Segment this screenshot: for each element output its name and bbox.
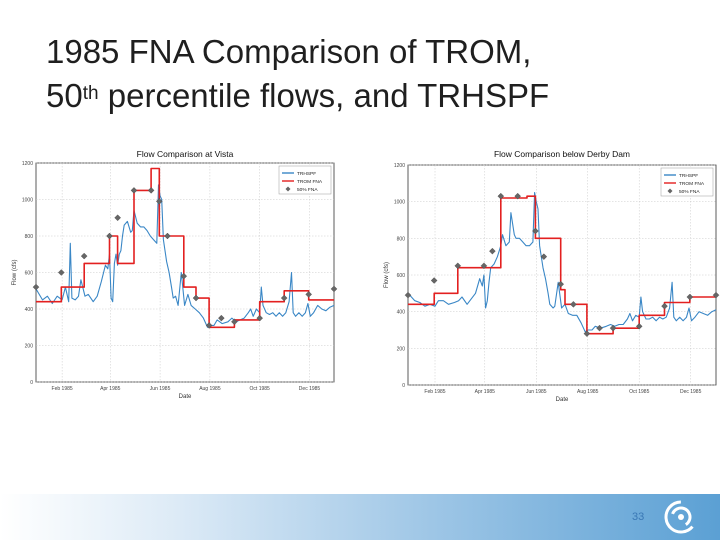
fna-marker <box>454 262 462 270</box>
vista-flow-chart: Flow Comparison at Vista 0 200 400 600 800 100… <box>12 149 338 400</box>
x-tick-label: Feb 1985 <box>424 389 445 395</box>
fna-marker <box>114 214 121 222</box>
y-tick-label: 400 <box>397 310 406 316</box>
fna-marker <box>330 285 338 293</box>
y-tick-label: 600 <box>25 271 34 277</box>
x-tick-label: Apr 1985 <box>100 386 121 392</box>
fna-marker <box>480 262 488 270</box>
slide-number: 33 <box>632 511 645 523</box>
footer-band <box>0 494 720 540</box>
x-tick-label: Dec 1985 <box>299 386 321 392</box>
fna-marker <box>514 192 521 200</box>
trhspf-line <box>35 184 335 328</box>
y-tick-label: 400 <box>25 307 34 313</box>
fna-marker <box>80 252 88 260</box>
legend-label: 50% FNA <box>679 189 700 195</box>
y-tick-label: 200 <box>25 344 34 350</box>
fna-marker <box>404 291 412 299</box>
fna-marker <box>661 302 668 310</box>
derby-flow-chart: Flow Comparison below Derby Dam 0 200 400 60… <box>384 149 720 403</box>
fna-marker <box>231 318 238 326</box>
fna-marker <box>686 293 694 301</box>
fna-marker <box>583 330 591 337</box>
fna-marker <box>489 247 496 255</box>
y-tick-label: 800 <box>25 234 34 240</box>
y-tick-label: 800 <box>397 236 406 242</box>
y-axis-label: Flow (cfs) <box>12 260 18 286</box>
title-line-2-sup: th <box>82 83 99 104</box>
fna-marker <box>540 253 548 260</box>
trom-fna-line <box>36 167 334 329</box>
x-tick-label: Aug 1985 <box>199 386 221 392</box>
y-axis-label: Flow (cfs) <box>384 262 390 288</box>
fna-marker <box>155 198 163 205</box>
fna-marker <box>192 294 200 302</box>
y-tick-label: 1000 <box>394 200 405 206</box>
fna-marker <box>218 314 225 322</box>
y-tick-label: 0 <box>30 380 33 386</box>
fna-marker <box>305 291 312 298</box>
fna-marker <box>106 232 113 240</box>
title-line-1: 1985 FNA Comparison of TROM, <box>46 33 532 70</box>
title-line-2: 50th percentile flows, and TRHSPF <box>46 74 686 118</box>
fna-marker <box>570 301 577 308</box>
fna-marker <box>58 269 65 276</box>
legend-label: TROM FNA <box>297 179 323 185</box>
fna-marker <box>205 322 213 329</box>
y-tick-label: 200 <box>397 346 406 352</box>
fna-marker <box>635 323 643 330</box>
x-tick-label: Dec 1985 <box>680 389 702 395</box>
legend-label: TRHSPF <box>679 173 698 179</box>
fna-marker <box>596 324 603 332</box>
logo-swirl-icon <box>664 500 698 534</box>
title-line-2-pre: 50 <box>46 77 83 114</box>
x-tick-label: Oct 1985 <box>250 386 271 392</box>
x-axis-label: Date <box>556 397 569 403</box>
fna-marker <box>532 227 539 235</box>
chart-title: Flow Comparison below Derby Dam <box>494 149 630 159</box>
fna-marker <box>164 232 171 240</box>
fna-marker <box>609 324 617 332</box>
legend-label: TRHSPF <box>297 171 316 177</box>
fna-marker <box>280 294 288 302</box>
x-tick-label: Jun 1985 <box>526 389 547 395</box>
y-tick-label: 0 <box>402 383 405 389</box>
fna-marker <box>147 187 155 194</box>
legend-label: 50% FNA <box>297 187 318 193</box>
fna-marker <box>256 314 263 322</box>
x-tick-label: Aug 1985 <box>577 389 599 395</box>
x-tick-label: Jun 1985 <box>150 386 171 392</box>
x-tick-label: Apr 1985 <box>475 389 496 395</box>
x-tick-label: Oct 1985 <box>629 389 650 395</box>
trhspf-line <box>407 191 717 333</box>
fna-marker <box>497 192 505 200</box>
fna-marker <box>430 277 438 284</box>
fna-marker <box>32 283 40 291</box>
fna-marker <box>180 272 188 280</box>
trom-fna-line <box>408 195 716 335</box>
x-tick-label: Feb 1985 <box>52 386 73 392</box>
y-tick-label: 1200 <box>22 161 33 167</box>
fna-marker <box>130 187 138 194</box>
fna-marker <box>712 291 720 299</box>
chart-title: Flow Comparison at Vista <box>137 149 234 159</box>
legend-marker <box>285 186 291 192</box>
x-axis-label: Date <box>179 394 192 400</box>
title-line-2-post: percentile flows, and TRHSPF <box>98 77 550 114</box>
fna-marker <box>557 280 565 288</box>
plot-area <box>35 162 335 383</box>
legend-marker <box>667 188 673 194</box>
slide-title: 1985 FNA Comparison of TROM, 50th percen… <box>46 30 686 118</box>
legend-label: TROM FNA <box>679 181 705 187</box>
y-tick-label: 1000 <box>22 198 33 204</box>
y-tick-label: 1200 <box>394 163 405 169</box>
y-tick-label: 600 <box>397 273 406 279</box>
